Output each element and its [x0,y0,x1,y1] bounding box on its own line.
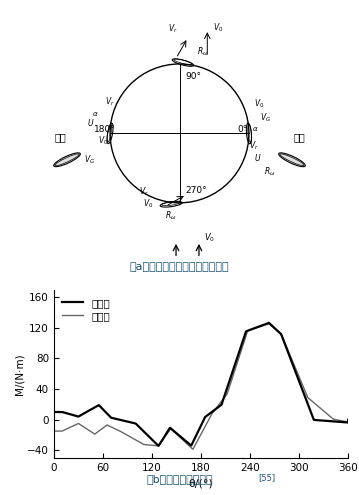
Text: $V_G$: $V_G$ [260,112,271,124]
Y-axis label: M/(N·m): M/(N·m) [14,353,24,395]
Text: $\alpha$: $\alpha$ [252,125,259,133]
Text: $U$: $U$ [87,117,94,128]
无导叶 [307,396,311,401]
Text: 270°: 270° [185,186,207,195]
Text: $V_G$: $V_G$ [84,153,95,166]
Text: $R_\omega$: $R_\omega$ [264,165,276,178]
无导叶 [52,428,56,434]
Ellipse shape [54,153,80,167]
Text: $V_r$: $V_r$ [139,186,148,198]
无导叶 [128,434,132,440]
Text: $V_0$: $V_0$ [143,198,153,210]
Text: $V_0$: $V_0$ [213,22,223,34]
无导叶 [346,417,350,423]
Text: $V_0$: $V_0$ [204,231,215,244]
有导叶 [178,433,182,439]
Text: 0°: 0° [238,125,248,134]
Text: 导叶: 导叶 [293,132,305,142]
Text: $U$: $U$ [255,152,262,163]
Text: （a）导叶式直线翼垂直轴风力机: （a）导叶式直线翼垂直轴风力机 [130,262,229,272]
无导叶 [84,425,88,431]
Text: $R_\omega$: $R_\omega$ [197,46,209,58]
有导叶 [267,320,271,326]
Text: $V_0$: $V_0$ [255,98,265,110]
Line: 有导叶: 有导叶 [54,323,348,446]
Legend: 有导叶, 无导叶: 有导叶, 无导叶 [59,295,113,324]
有导叶 [128,419,132,425]
无导叶 [262,322,266,328]
Text: [55]: [55] [258,473,276,482]
Text: 180°: 180° [94,125,116,134]
Text: $V_r$: $V_r$ [249,140,258,152]
无导叶 [191,446,195,452]
Text: $V_0$: $V_0$ [98,135,108,148]
Text: 导叶: 导叶 [54,132,66,142]
Text: $\alpha$: $\alpha$ [92,110,98,118]
有导叶 [346,417,350,423]
Text: $R_\omega$: $R_\omega$ [165,209,177,222]
Text: 90°: 90° [185,72,201,81]
Ellipse shape [279,153,305,167]
有导叶 [274,327,278,333]
有导叶 [52,409,56,415]
有导叶 [262,322,266,328]
无导叶 [267,321,271,327]
有导叶 [307,403,311,409]
X-axis label: θ/(°): θ/(°) [189,478,213,488]
有导叶 [84,409,88,415]
有导叶 [157,443,161,449]
Text: （b）两种风力机转矩: （b）两种风力机转矩 [146,474,213,484]
Text: $V_r$: $V_r$ [105,95,115,108]
Text: $V_r$: $V_r$ [168,22,177,35]
无导叶 [274,327,278,333]
Line: 无导叶: 无导叶 [54,324,348,449]
无导叶 [177,434,182,440]
